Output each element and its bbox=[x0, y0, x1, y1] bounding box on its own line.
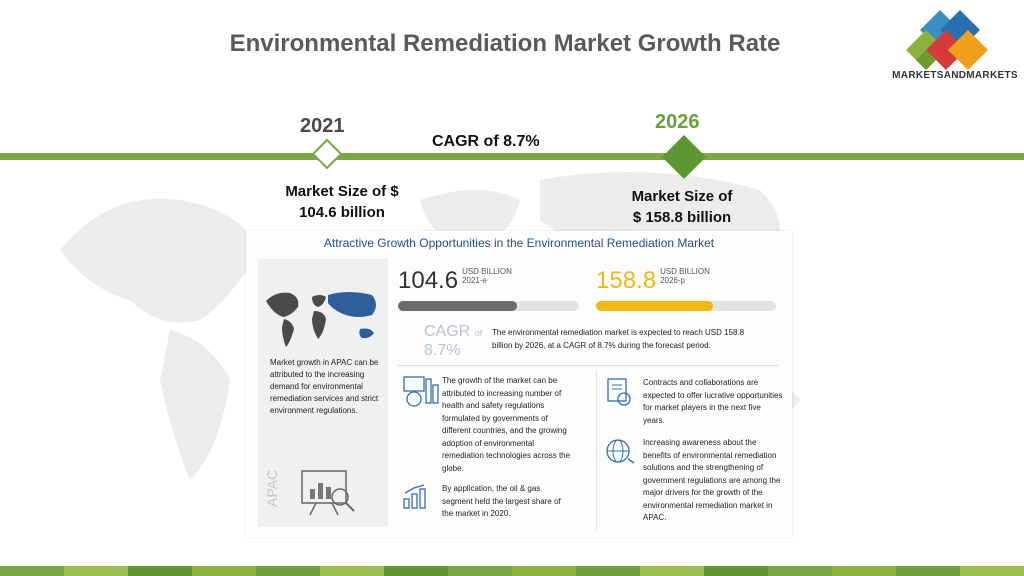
infographic-title: Attractive Growth Opportunities in the E… bbox=[323, 236, 715, 250]
vertical-divider bbox=[596, 371, 597, 531]
progress-fill-2021 bbox=[398, 301, 518, 311]
footer-stripe bbox=[768, 566, 832, 576]
footer-stripe bbox=[320, 566, 384, 576]
market-size-2026: Market Size of $ 158.8 billion bbox=[602, 186, 762, 228]
apac-description: Market growth in APAC can be attributed … bbox=[270, 358, 379, 415]
slide-title: Environmental Remediation Market Growth … bbox=[229, 30, 781, 57]
footer-stripe bbox=[832, 566, 896, 576]
year-start-label: 2021 bbox=[300, 115, 345, 137]
growth-chart-icon bbox=[403, 376, 439, 407]
footer-stripe bbox=[576, 566, 640, 576]
market-size-2021-line1: Market Size of $ bbox=[285, 183, 399, 200]
timeline-marker-2026 bbox=[662, 135, 706, 179]
market-size-2026-line1: Market Size of bbox=[631, 188, 733, 205]
bar-growth-icon bbox=[403, 484, 426, 509]
apac-panel: Market growth in APAC can be attributed … bbox=[258, 259, 388, 527]
progress-fill-2026 bbox=[596, 301, 713, 311]
cagr-value: 8.7% bbox=[424, 342, 461, 359]
year-end-label: 2026 bbox=[655, 111, 700, 133]
value-2026: 158.8 bbox=[596, 267, 657, 294]
footer-stripe bbox=[960, 566, 1024, 576]
value-card-2026: 158.8 USD BILLION 2026-p bbox=[596, 267, 776, 319]
world-map-icon bbox=[266, 292, 376, 347]
application-description: By application, the oil & gas segment he… bbox=[442, 484, 561, 518]
market-size-2021-line2: 104.6 billion bbox=[299, 204, 385, 221]
value-card-2021: 104.6 USD BILLION 2021-e bbox=[398, 267, 579, 319]
value-2021: 104.6 bbox=[398, 267, 459, 294]
timeline-bar bbox=[0, 153, 1024, 160]
contracts-description: Contracts and collaborations are expecte… bbox=[643, 378, 783, 425]
market-size-2021: Market Size of $ 104.6 billion bbox=[262, 181, 422, 223]
cagr-description: The environmental remediation market is … bbox=[492, 328, 745, 350]
footer-stripes bbox=[0, 566, 1024, 576]
marketsandmarkets-logo bbox=[906, 10, 988, 70]
cagr-of: of bbox=[474, 328, 483, 338]
year-2026-projection: 2026-p bbox=[660, 276, 685, 285]
footer-stripe bbox=[64, 566, 128, 576]
unit-2021: USD BILLION bbox=[462, 267, 512, 276]
market-size-2026-line2: $ 158.8 billion bbox=[632, 209, 732, 226]
footer-stripe bbox=[512, 566, 576, 576]
cagr-label: CAGR of 8.7% bbox=[432, 133, 540, 150]
footer-stripe bbox=[448, 566, 512, 576]
apac-label: APAC bbox=[264, 469, 280, 507]
contract-document-icon bbox=[607, 378, 631, 406]
cagr-block: CAGR of 8.7% bbox=[424, 323, 482, 359]
year-2021-estimate: 2021-e bbox=[462, 276, 487, 285]
progress-bar-2026 bbox=[596, 301, 776, 311]
footer-stripe bbox=[704, 566, 768, 576]
footer-stripe bbox=[192, 566, 256, 576]
awareness-description: Increasing awareness about the benefits … bbox=[643, 438, 781, 522]
logo-wordmark: MARKETSANDMARKETS bbox=[892, 70, 1018, 81]
footer-stripe bbox=[0, 566, 64, 576]
cagr-word: CAGR bbox=[424, 323, 471, 340]
divider bbox=[398, 365, 778, 366]
footer-stripe bbox=[896, 566, 960, 576]
footer-stripe bbox=[640, 566, 704, 576]
infographic-panel: Attractive Growth Opportunities in the E… bbox=[246, 231, 792, 537]
unit-2026: USD BILLION bbox=[660, 267, 710, 276]
presentation-chart-icon bbox=[301, 470, 355, 516]
progress-bar-2021 bbox=[398, 301, 579, 311]
globe-awareness-icon bbox=[606, 439, 635, 464]
timeline-marker-2021 bbox=[312, 139, 342, 169]
footer-stripe bbox=[128, 566, 192, 576]
growth-description: The growth of the market can be attribut… bbox=[442, 376, 571, 473]
footer-stripe bbox=[256, 566, 320, 576]
footer-stripe bbox=[384, 566, 448, 576]
